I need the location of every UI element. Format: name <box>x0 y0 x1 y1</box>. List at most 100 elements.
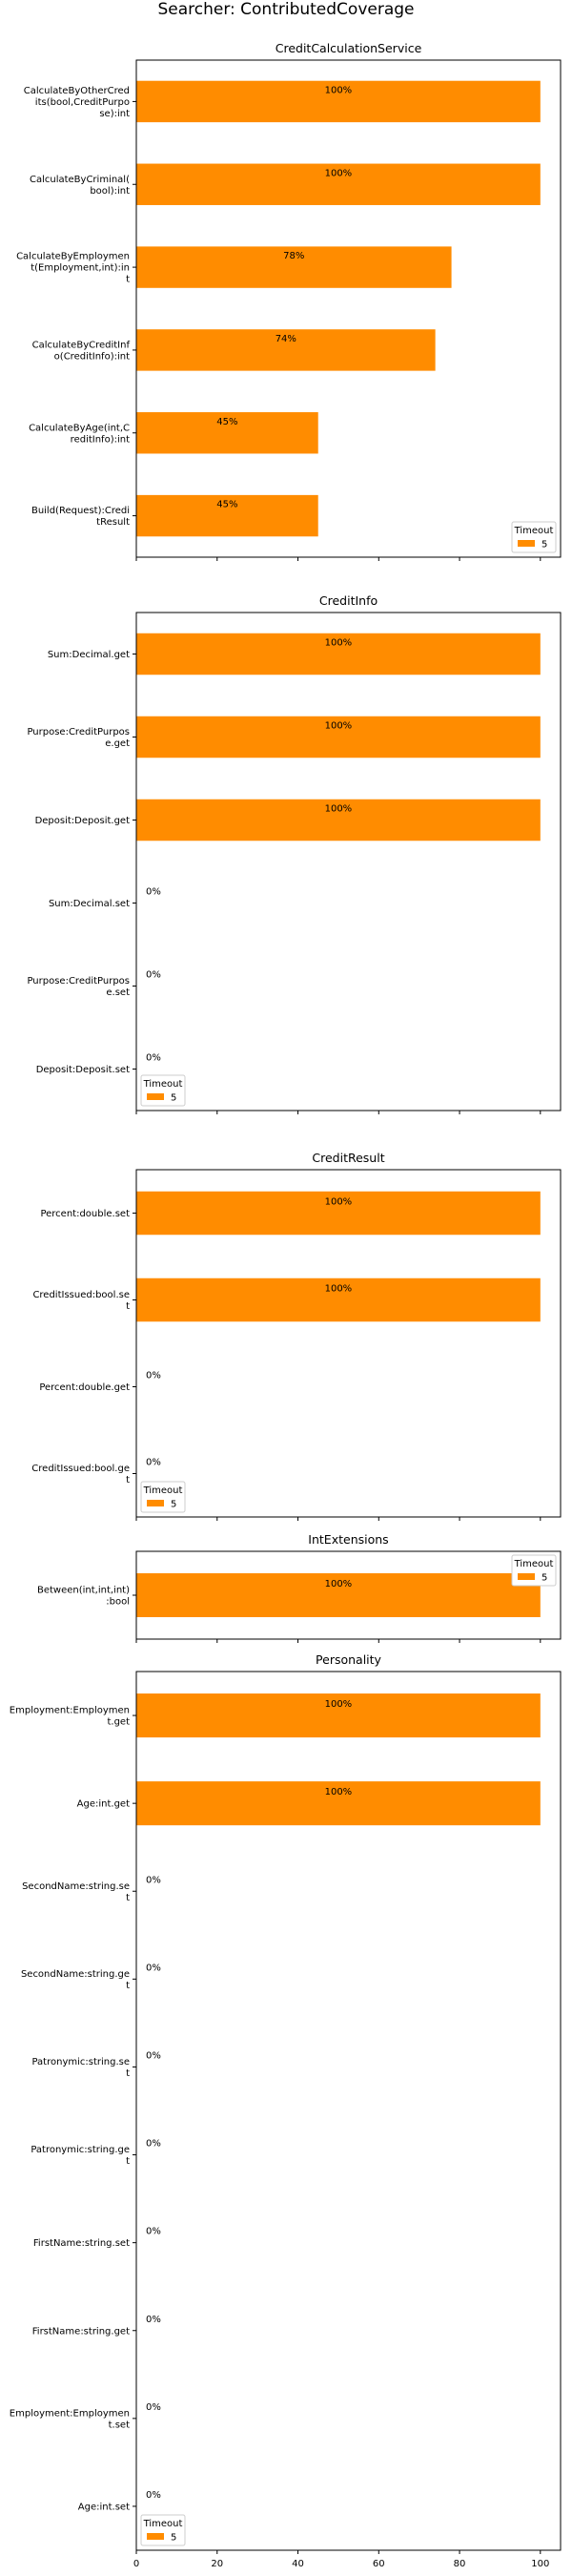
legend-swatch-2 <box>147 1500 164 1506</box>
bar-label-2-2: 0% <box>146 1371 161 1381</box>
category-label-4-7-0: FirstName:string.get <box>32 2326 130 2337</box>
legend-label-0: 5 <box>541 540 547 551</box>
category-label-4-9-0: Age:int.set <box>78 2502 130 2512</box>
category-label-1-0-0: Sum:Decimal.get <box>48 650 130 660</box>
legend-title-0: Timeout <box>514 526 554 536</box>
legend-swatch-1 <box>147 1093 164 1100</box>
bar-label-2-0: 100% <box>325 1197 353 1208</box>
bar-label-1-4: 0% <box>146 970 161 981</box>
category-label-0-0-0: CalculateByOtherCred <box>24 86 130 96</box>
subplot-title-0: CreditCalculationService <box>276 41 422 55</box>
category-label-0-5-1: tResult <box>96 517 130 528</box>
bar-0-4 <box>136 412 318 454</box>
bar-1-2 <box>136 799 541 841</box>
bar-label-3-0: 100% <box>325 1579 353 1589</box>
category-label-4-4-1: t <box>126 2068 130 2079</box>
bar-label-0-2: 78% <box>283 251 304 261</box>
category-label-0-0-2: se):int <box>99 109 130 119</box>
subplot-title-2: CreditResult <box>312 1151 384 1165</box>
category-label-4-4-0: Patronymic:string.se <box>31 2057 130 2067</box>
axes-frame-4 <box>135 1671 562 2551</box>
category-label-1-1-0: Purpose:CreditPurpos <box>27 727 130 737</box>
bar-0-1 <box>136 163 541 205</box>
figure-title: Searcher: ContributedCoverage <box>157 0 415 19</box>
category-label-4-3-1: t <box>126 1981 130 1991</box>
x-tick-label-4-3: 60 <box>373 2559 385 2569</box>
bar-0-0 <box>136 80 541 123</box>
bar-label-2-1: 100% <box>325 1284 353 1295</box>
category-label-1-3-0: Sum:Decimal.set <box>49 899 130 909</box>
bar-label-1-3: 0% <box>146 887 161 898</box>
axes-frame-2 <box>135 1169 562 1518</box>
bar-label-4-5: 0% <box>146 2139 161 2150</box>
category-label-0-5-0: Build(Request):Credi <box>31 506 130 516</box>
legend-title-1: Timeout <box>143 1079 183 1090</box>
legend-title-4: Timeout <box>143 2519 183 2529</box>
legend-title-2: Timeout <box>143 1485 183 1496</box>
category-label-0-2-2: t <box>126 275 130 285</box>
legend-label-2: 5 <box>171 1500 176 1510</box>
category-label-4-6-0: FirstName:string.set <box>33 2238 130 2249</box>
category-label-4-0-1: t.get <box>107 1717 130 1728</box>
category-label-4-1-0: Age:int.get <box>77 1799 130 1810</box>
category-label-4-3-0: SecondName:string.ge <box>21 1969 130 1980</box>
category-label-2-2-0: Percent:double.get <box>39 1382 130 1393</box>
category-label-2-3-1: t <box>126 1475 130 1485</box>
category-label-0-1-0: CalculateByCriminal( <box>30 175 130 185</box>
legend-label-3: 5 <box>541 1573 547 1584</box>
bar-1-1 <box>136 716 541 758</box>
bar-0-3 <box>136 329 436 371</box>
bar-label-4-4: 0% <box>146 2050 161 2061</box>
bar-label-4-3: 0% <box>146 1963 161 1973</box>
x-tick-label-4-0: 0 <box>133 2559 139 2569</box>
category-label-3-0-1: :bool <box>106 1597 130 1608</box>
axes-frame-1 <box>135 612 562 1111</box>
bar-4-1 <box>136 1781 541 1826</box>
bar-0-5 <box>136 494 318 537</box>
category-label-0-4-1: reditInfo):int <box>71 434 130 445</box>
bar-label-0-3: 74% <box>276 334 296 344</box>
category-label-1-4-0: Purpose:CreditPurpos <box>27 976 130 987</box>
bar-label-4-9: 0% <box>146 2490 161 2501</box>
bar-label-4-6: 0% <box>146 2227 161 2237</box>
bar-label-1-5: 0% <box>146 1053 161 1064</box>
category-label-1-2-0: Deposit:Deposit.get <box>35 816 131 826</box>
category-label-4-2-1: t <box>126 1893 130 1903</box>
bar-label-1-0: 100% <box>325 638 353 649</box>
x-tick-label-4-2: 40 <box>292 2559 304 2569</box>
category-label-2-1-0: CreditIssued:bool.se <box>32 1290 130 1300</box>
legend-swatch-3 <box>518 1573 535 1580</box>
bar-label-4-0: 100% <box>325 1699 353 1710</box>
category-label-0-4-0: CalculateByAge(int,C <box>29 423 130 433</box>
bar-label-1-2: 100% <box>325 804 353 815</box>
category-label-0-2-0: CalculateByEmploymen <box>16 252 130 262</box>
subplot-title-3: IntExtensions <box>308 1532 388 1547</box>
bar-label-4-8: 0% <box>146 2402 161 2413</box>
category-label-3-0-0: Between(int,int,int) <box>37 1586 130 1596</box>
legend-swatch-4 <box>147 2533 164 2540</box>
x-tick-label-4-1: 20 <box>211 2559 223 2569</box>
category-label-4-8-0: Employment:Employmen <box>10 2408 130 2419</box>
subplot-title-1: CreditInfo <box>319 593 378 608</box>
category-label-4-5-1: t <box>126 2156 130 2167</box>
bar-label-4-1: 100% <box>325 1787 353 1797</box>
legend-label-4: 5 <box>171 2533 176 2544</box>
bar-4-0 <box>136 1693 541 1738</box>
bar-label-0-0: 100% <box>325 85 353 95</box>
bar-label-1-1: 100% <box>325 721 353 732</box>
category-label-0-0-1: its(bool,CreditPurpo <box>35 97 130 108</box>
bar-2-1 <box>136 1278 541 1322</box>
category-label-1-1-1: e.get <box>105 738 130 749</box>
category-label-1-4-1: e.set <box>106 987 130 998</box>
category-label-4-8-1: t.set <box>109 2420 130 2430</box>
subplot-title-4: Personality <box>316 1652 382 1667</box>
category-label-0-3-1: o(CreditInfo):int <box>54 351 130 362</box>
legend-label-1: 5 <box>171 1093 176 1104</box>
bar-label-4-7: 0% <box>146 2315 161 2325</box>
bar-label-2-3: 0% <box>146 1458 161 1468</box>
x-tick-label-4-4: 80 <box>454 2559 466 2569</box>
category-label-0-1-1: bool):int <box>90 186 130 197</box>
bar-3-0 <box>136 1573 541 1617</box>
category-label-1-5-0: Deposit:Deposit.set <box>36 1065 130 1075</box>
